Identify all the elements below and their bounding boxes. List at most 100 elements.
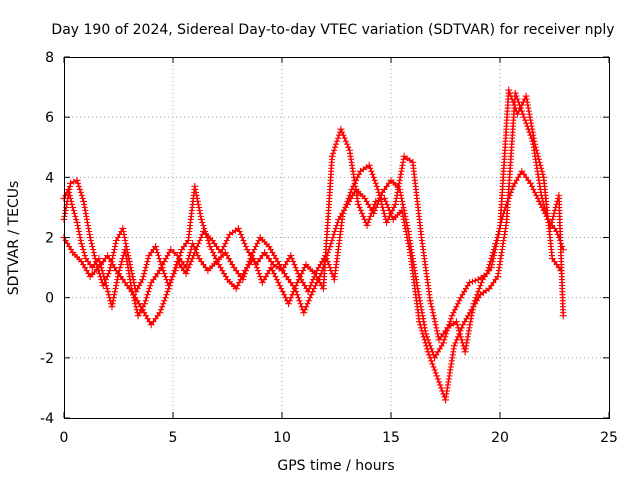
x-tick-label: 10 (273, 430, 291, 446)
interp-marker (426, 351, 433, 358)
interp-marker (122, 237, 129, 244)
interp-marker (493, 240, 500, 247)
interp-marker (489, 261, 495, 268)
interp-marker (312, 270, 319, 277)
data-point (99, 282, 107, 290)
interp-marker (252, 243, 259, 250)
y-tick-label: 4 (45, 170, 54, 186)
interp-marker (530, 186, 537, 193)
interp-marker (366, 216, 373, 223)
interp-marker (539, 168, 545, 175)
interp-marker (489, 258, 496, 265)
interp-marker (184, 267, 191, 274)
interp-marker (273, 276, 280, 283)
interp-marker (385, 204, 392, 211)
interp-marker (465, 327, 472, 334)
interp-marker (77, 234, 84, 241)
interp-marker (161, 297, 168, 304)
interp-marker (85, 270, 92, 277)
interp-marker (464, 282, 471, 289)
y-tick-label: -2 (40, 351, 54, 367)
interp-marker (347, 189, 354, 196)
interp-marker (121, 231, 127, 238)
interp-marker (71, 210, 78, 217)
interp-marker (123, 243, 130, 250)
interp-marker (199, 219, 206, 226)
interp-marker (232, 227, 239, 234)
interp-marker (343, 201, 350, 208)
interp-marker (426, 294, 433, 301)
interp-marker (127, 264, 134, 271)
interp-marker (196, 207, 203, 214)
interp-marker (436, 378, 442, 385)
y-tick-label: 8 (45, 50, 54, 66)
interp-marker (127, 261, 134, 268)
interp-marker (291, 261, 298, 268)
interp-marker (302, 306, 308, 313)
interp-marker (304, 300, 311, 307)
interp-marker (456, 330, 463, 337)
interp-marker (192, 186, 199, 193)
data-point (82, 255, 90, 263)
data-point (243, 246, 251, 254)
interp-marker (164, 288, 171, 295)
interp-marker (300, 267, 307, 274)
interp-marker (357, 207, 364, 214)
interp-marker (380, 207, 387, 214)
interp-marker (311, 273, 318, 280)
interp-marker (293, 267, 300, 274)
data-point (374, 185, 382, 193)
interp-marker (129, 273, 136, 280)
interp-marker (423, 342, 430, 349)
interp-marker (222, 240, 229, 247)
interp-marker (166, 282, 173, 289)
interp-marker (211, 252, 218, 259)
interp-marker (334, 138, 340, 145)
interp-marker (234, 282, 241, 289)
interp-marker (263, 241, 270, 248)
interp-marker (324, 258, 331, 265)
interp-marker (89, 243, 96, 250)
interp-marker (531, 138, 538, 145)
interp-marker (81, 249, 88, 256)
interp-marker (85, 225, 92, 232)
interp-marker (469, 278, 476, 285)
interp-marker (255, 237, 262, 244)
data-point (363, 221, 371, 229)
interp-marker (74, 222, 81, 229)
data-point (313, 267, 321, 275)
data-point (134, 312, 142, 320)
data-point (383, 218, 391, 226)
interp-marker (486, 267, 493, 274)
interp-marker (256, 270, 263, 277)
interp-marker (551, 210, 558, 217)
interp-marker (81, 252, 88, 259)
interp-marker (275, 279, 282, 286)
interp-marker (102, 276, 109, 283)
interp-marker (113, 282, 120, 289)
interp-marker (404, 237, 411, 244)
series-line (63, 92, 564, 401)
interp-marker (330, 231, 337, 238)
data-point (487, 264, 495, 272)
data-point (173, 258, 181, 266)
interp-marker (492, 246, 499, 253)
interp-marker (427, 354, 434, 361)
interp-marker (475, 288, 482, 295)
interp-marker (144, 291, 151, 298)
interp-marker (112, 243, 118, 250)
interp-marker (331, 147, 338, 154)
y-tick-label: 0 (45, 291, 54, 307)
interp-marker (90, 246, 97, 253)
interp-marker (110, 249, 117, 256)
interp-marker (354, 198, 361, 205)
interp-marker (463, 342, 470, 349)
interp-marker (307, 282, 314, 289)
interp-marker (162, 294, 169, 301)
interp-marker (292, 264, 299, 271)
interp-marker (126, 285, 133, 292)
interp-marker (128, 288, 135, 295)
interp-marker (104, 285, 111, 292)
interp-marker (118, 258, 125, 265)
interp-marker (159, 303, 166, 310)
